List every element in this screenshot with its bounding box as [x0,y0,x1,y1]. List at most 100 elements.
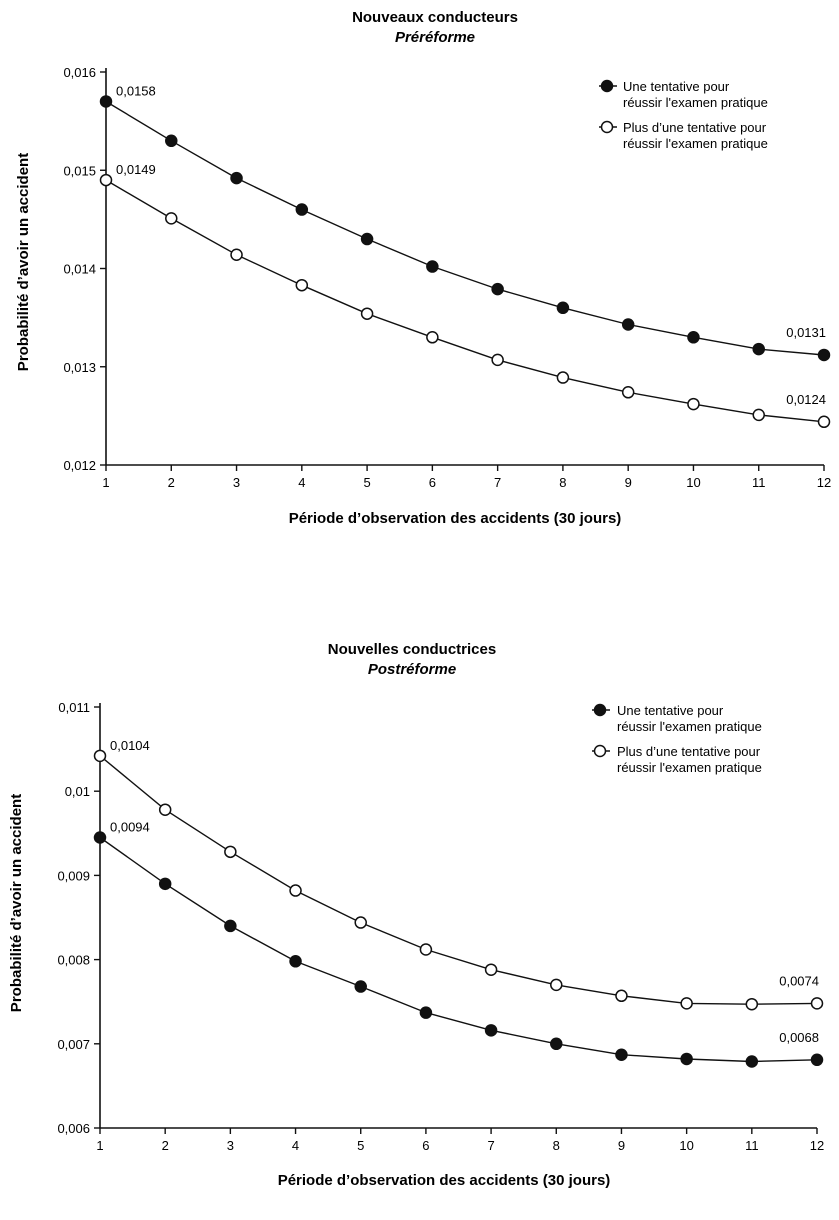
chart-1-legend-entry-1-line-1: Une tentative pour [623,79,730,94]
chart-2-data-points [93,749,824,1068]
chart-1-y-tick-label: 0,016 [63,65,96,80]
chart-1-data-label: 0,0149 [116,162,156,177]
chart-2-legend-entry-1-line-1: Une tentative pour [617,703,724,718]
chart-1-series-1-point [491,282,504,296]
chart-1-series-2-point [426,331,439,344]
chart-2-legend-entry-1-line-2: réussir l'examen pratique [617,719,762,734]
chart-1-data-label: 0,0158 [116,83,156,98]
chart-2-series-2-point [354,916,367,929]
chart-1-y-tick-label: 0,012 [63,458,96,473]
chart-2-y-tick-label: 0,009 [57,868,90,883]
chart-2: Nouvelles conductrices Postréforme Proba… [8,641,824,1189]
chart-2-data-label: 0,0104 [110,738,150,753]
chart-1-x-tick-label: 2 [168,475,175,490]
chart-2-series-1-point [93,831,107,844]
chart-1-series-1-point [817,348,831,362]
chart-1-series-2-point [817,415,831,429]
chart-1-x-tick-label: 11 [752,475,766,490]
chart-1-x-tick-label: 12 [817,475,831,490]
chart-1-series-lines [105,100,825,423]
chart-1-series-1-point [360,232,374,246]
chart-1-x-tick-label: 7 [494,475,501,490]
chart-2-y-axis-title: Probabilité d’avoir un accident [8,794,25,1012]
chart-1-series-2-point [556,371,570,384]
chart-2-series-lines [99,755,818,1063]
chart-2-series-1-point [289,955,302,968]
chart-2-series-1-line [99,836,818,1063]
chart-2-series-2-point [810,997,824,1010]
chart-1-x-tick-label: 3 [233,475,240,490]
chart-1-series-2-point [687,397,700,411]
chart-1-data-labels: 0,0158 0,0149 0,0131 0,0124 [116,83,826,406]
chart-1-legend-marker-2 [600,120,614,134]
chart-2-x-tick-label: 7 [487,1138,494,1153]
chart-1-x-axis-title: Période d’observation des accidents (30 … [289,510,622,527]
chart-2-series-2-point [615,989,628,1003]
chart-2-series-1-point [158,877,172,891]
chart-2-x-tick-label: 3 [227,1138,234,1153]
chart-2-x-tick-label: 1 [96,1138,103,1153]
chart-1-series-2-point [230,248,243,261]
chart-2-series-2-point [680,997,693,1010]
chart-2-x-tick-label: 8 [553,1138,560,1153]
chart-2-y-tick-label: 0,008 [57,953,90,968]
chart-1: Nouveaux conducteurs Préréforme Probabil… [15,9,831,527]
chart-1-series-1-point [165,134,178,148]
chart-1-series-1-point [687,331,700,344]
chart-1-x-tick-label: 10 [686,475,700,490]
chart-1-series-2-point [99,173,113,187]
chart-2-series-2-point [419,943,433,956]
chart-2-legend-marker-2 [593,744,607,758]
chart-2-x-tick-label: 11 [745,1138,759,1153]
chart-2-series-2-point [289,884,302,897]
chart-2-series-2-point [158,803,172,816]
chart-2-legend-entry-2-line-2: réussir l'examen pratique [617,760,762,775]
chart-1-legend-marker-1 [600,79,614,93]
chart-1-series-2-point [360,307,374,320]
chart-1-series-1-point [426,260,439,273]
chart-1-x-tick-label: 9 [625,475,632,490]
chart-1-data-label: 0,0124 [786,392,826,407]
chart-1-x-tick-label: 1 [102,475,109,490]
chart-1-legend-entry-2-line-2: réussir l'examen pratique [623,136,768,151]
chart-1-series-2-point [621,386,635,399]
chart-2-y-tick-label: 0,011 [58,700,90,715]
chart-2-subtitle: Postréforme [368,661,456,678]
chart-2-legend-markers [592,703,610,758]
chart-2-series-1-point [224,919,237,933]
chart-2-x-tick-label: 6 [422,1138,429,1153]
chart-2-series-2-point [745,997,759,1011]
chart-1-series-2-line [105,179,825,423]
chart-1-series-1-point [99,95,113,108]
chart-2-data-label: 0,0094 [110,820,150,835]
chart-2-title: Nouvelles conductrices [328,641,496,658]
chart-1-series-2-point [752,408,765,422]
chart-1-legend-entry-1-line-2: réussir l'examen pratique [623,95,768,110]
chart-1-y-tick-label: 0,015 [63,163,96,178]
chart-1-y-axis-title: Probabilité d’avoir un accident [15,153,32,371]
chart-1-series-1-point [295,203,309,216]
chart-1-series-1-line [105,100,825,356]
chart-2-series-2-point [224,845,237,859]
chart-2-series-1-point [550,1037,563,1051]
chart-2-series-1-point [354,980,367,993]
chart-2-x-axis-title: Période d’observation des accidents (30 … [278,1172,611,1189]
chart-2-series-1-point [615,1048,628,1061]
chart-2-x-tick-label: 10 [679,1138,693,1153]
chart-2-y-tick-label: 0,007 [57,1037,90,1052]
chart-2-series-2-point [550,978,563,992]
chart-1-series-1-point [556,301,570,315]
chart-2-series-2-point [93,749,107,763]
chart-1-series-2-point [295,278,309,292]
chart-2-x-tick-label: 9 [618,1138,625,1153]
chart-1-subtitle: Préréforme [395,29,475,46]
chart-2-y-tick-label: 0,006 [57,1121,90,1136]
chart-1-x-tick-label: 4 [298,475,305,490]
chart-1-y-tick-label: 0,013 [63,360,96,375]
chart-2-series-2-line [99,755,818,1005]
chart-2-legend-marker-1 [593,703,607,717]
chart-2-series-1-point [419,1006,433,1019]
